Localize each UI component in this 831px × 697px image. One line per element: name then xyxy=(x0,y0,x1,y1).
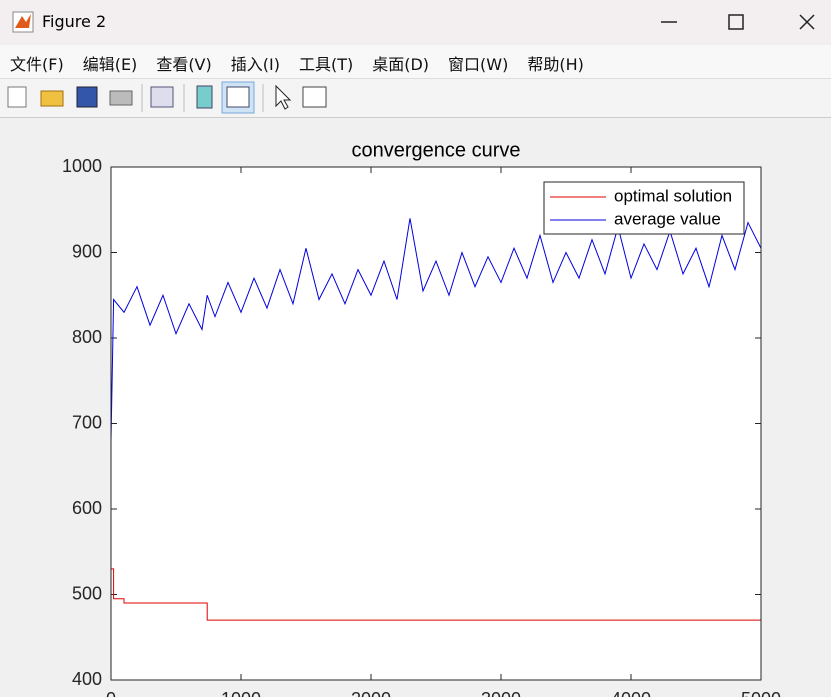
y-tick-label: 700 xyxy=(72,412,102,432)
menu-bar: 文件(F) 编辑(E) 查看(V) 插入(I) 工具(T) 桌面(D) 窗口(W) 帮助(H) xyxy=(0,45,831,79)
title-bar: Figure 2 xyxy=(0,0,831,45)
legend-icon[interactable] xyxy=(226,86,250,108)
y-tick-label: 500 xyxy=(72,583,102,603)
x-tick-label: 3000 xyxy=(481,689,521,697)
toolbar xyxy=(0,79,831,118)
property-icon[interactable] xyxy=(302,86,327,108)
legend-label: average value xyxy=(614,209,721,228)
app-icon-shape xyxy=(15,14,31,28)
x-tick-label: 1000 xyxy=(221,689,261,697)
menu-item[interactable]: 文件(F) xyxy=(10,55,64,74)
toolbar-icons xyxy=(7,81,327,114)
new-icon[interactable] xyxy=(7,86,27,108)
menu-item[interactable]: 编辑(E) xyxy=(82,55,138,74)
menu-item[interactable]: 插入(I) xyxy=(230,55,280,74)
menu-item[interactable]: 帮助(H) xyxy=(527,55,584,74)
menu-item[interactable]: 查看(V) xyxy=(156,55,212,74)
legend-box xyxy=(543,181,745,235)
save-icon[interactable] xyxy=(76,86,98,108)
x-tick-label: 0 xyxy=(106,689,116,697)
x-tick-label: 2000 xyxy=(351,689,391,697)
window-title: Figure 2 xyxy=(42,12,107,31)
pointer-icon[interactable] xyxy=(275,84,292,110)
menu-item[interactable]: 桌面(D) xyxy=(372,55,430,74)
y-tick-label: 900 xyxy=(72,241,102,261)
axes-box xyxy=(110,166,762,681)
legend-label: optimal solution xyxy=(614,186,732,205)
menu-item[interactable]: 窗口(W) xyxy=(448,55,509,74)
title-bar-graphics xyxy=(12,11,815,33)
y-tick-label: 400 xyxy=(72,669,102,689)
y-tick-label: 600 xyxy=(72,498,102,518)
colorbar-icon[interactable] xyxy=(196,85,213,109)
close-button[interactable] xyxy=(799,14,815,30)
x-tick-label: 4000 xyxy=(611,689,651,697)
y-tick-label: 1000 xyxy=(62,156,102,176)
x-tick-label: 5000 xyxy=(741,689,781,697)
link-icon[interactable] xyxy=(150,86,174,108)
print-icon[interactable] xyxy=(109,90,133,106)
axes-background xyxy=(111,167,761,680)
open-icon[interactable] xyxy=(40,90,64,107)
series-line xyxy=(111,568,761,621)
menu-item[interactable]: 工具(T) xyxy=(298,55,354,74)
chart-title: convergence curve xyxy=(352,139,521,161)
chart: convergence curve 400 500 600 700 800 900 1000… xyxy=(0,118,831,697)
y-tick-label: 800 xyxy=(72,327,102,347)
series-line xyxy=(110,218,762,441)
maximize-button[interactable] xyxy=(728,14,744,30)
